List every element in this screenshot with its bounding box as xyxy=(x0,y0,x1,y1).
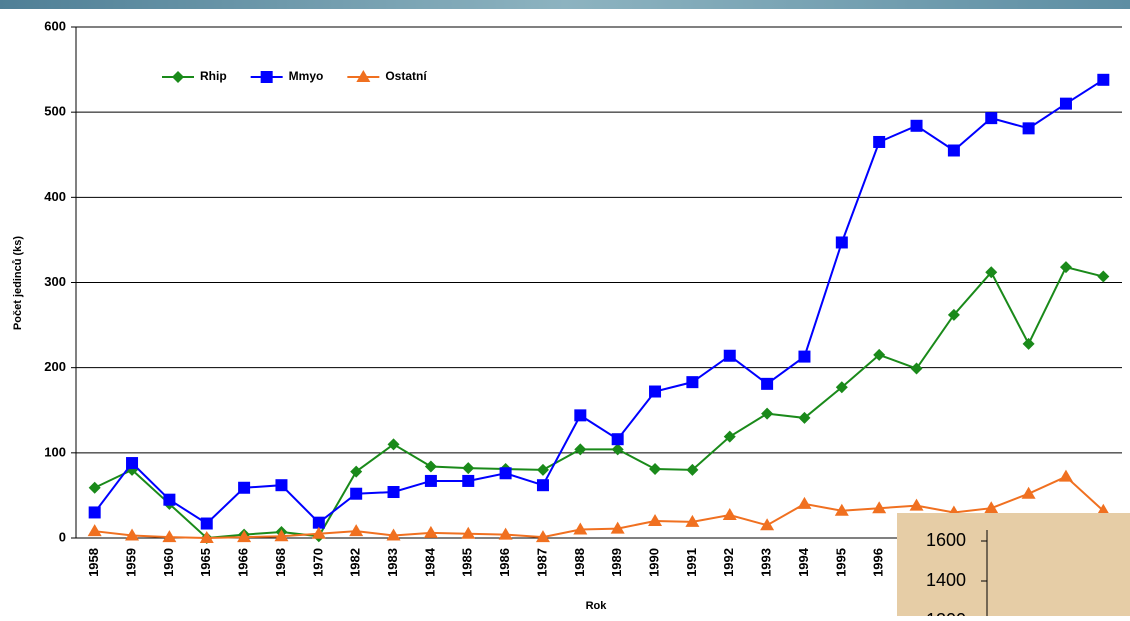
x-axis-label: Rok xyxy=(586,600,608,612)
series xyxy=(89,261,1110,544)
x-tick-label: 1996 xyxy=(871,548,886,577)
data-point xyxy=(948,144,960,156)
legend-label: Rhip xyxy=(200,69,227,83)
x-tick-label: 1968 xyxy=(273,548,288,577)
data-point xyxy=(873,136,885,148)
legend-label: Mmyo xyxy=(289,69,324,83)
x-tick-label: 1966 xyxy=(236,548,251,577)
legend-item: Ostatní xyxy=(347,69,427,83)
data-point xyxy=(89,506,101,518)
data-point xyxy=(836,236,848,248)
data-point xyxy=(462,475,474,487)
data-point xyxy=(649,463,661,475)
x-tick-label: 1989 xyxy=(609,548,624,577)
data-point xyxy=(1022,487,1036,499)
data-point xyxy=(163,494,175,506)
data-point xyxy=(1059,470,1073,482)
x-tick-label: 1986 xyxy=(497,548,512,577)
data-point xyxy=(574,409,586,421)
legend-label: Ostatní xyxy=(385,69,427,83)
y-tick-label: 300 xyxy=(44,274,66,289)
x-tick-label: 1985 xyxy=(460,548,475,577)
data-point xyxy=(275,479,287,491)
x-tick-label: 1984 xyxy=(422,547,437,577)
data-point xyxy=(574,443,586,455)
data-point xyxy=(910,499,924,511)
data-point xyxy=(537,479,549,491)
data-point xyxy=(388,486,400,498)
y-tick-label: 400 xyxy=(44,189,66,204)
legend-item: Rhip xyxy=(162,69,227,83)
x-tick-label: 1983 xyxy=(385,548,400,577)
data-point xyxy=(612,433,624,445)
data-point xyxy=(1023,338,1035,350)
data-point xyxy=(500,467,512,479)
x-tick-label: 1970 xyxy=(310,548,325,577)
data-point xyxy=(425,475,437,487)
data-point xyxy=(761,408,773,420)
overlay-background xyxy=(897,513,1130,616)
overlay-tick-label: 1200 xyxy=(926,610,966,616)
x-tick-label: 1959 xyxy=(123,548,138,577)
data-point xyxy=(761,378,773,390)
data-point xyxy=(612,443,624,455)
y-tick-label: 100 xyxy=(44,444,66,459)
y-axis-label: Počet jedinců (ks) xyxy=(12,236,24,330)
x-tick-label: 1965 xyxy=(198,548,213,577)
data-point xyxy=(462,462,474,474)
series xyxy=(89,74,1110,530)
data-point xyxy=(350,488,362,500)
x-tick-label: 1991 xyxy=(684,548,699,577)
plot-area: 0 100 200 300 400 500 600 1958 1959 1960 1965 1966 1… xyxy=(44,18,1122,576)
x-tick-label: 1993 xyxy=(759,548,774,577)
overlay-tick-label: 1600 xyxy=(926,530,966,550)
x-tick-label: 1988 xyxy=(572,548,587,577)
legend-marker xyxy=(261,71,273,83)
data-point xyxy=(911,120,923,132)
y-tick-label: 200 xyxy=(44,359,66,374)
data-point xyxy=(424,526,438,538)
series-line xyxy=(95,267,1104,538)
data-point xyxy=(89,482,101,494)
data-point xyxy=(797,497,811,509)
data-point xyxy=(88,524,102,536)
data-point xyxy=(425,460,437,472)
data-point xyxy=(648,514,662,526)
overlay-panel: 1600 1400 1200 xyxy=(897,513,1130,616)
data-point xyxy=(1097,271,1109,283)
y-tick-label: 0 xyxy=(59,529,66,544)
data-point xyxy=(1023,122,1035,134)
x-tick-label: 1995 xyxy=(833,548,848,577)
x-tick-label: 1982 xyxy=(348,548,363,577)
x-tick-label: 1960 xyxy=(161,548,176,577)
chart: Počet jedinců (ks) Rok 0 100 200 300 400 500 6… xyxy=(0,0,1130,616)
data-point xyxy=(911,363,923,375)
data-point xyxy=(985,112,997,124)
data-point xyxy=(201,518,213,530)
data-point xyxy=(798,351,810,363)
x-tick-label: 1990 xyxy=(646,548,661,577)
legend: Rhip Mmyo Ostatní xyxy=(162,69,427,83)
x-tick-label: 1992 xyxy=(721,548,736,577)
data-point xyxy=(723,508,737,520)
header-band xyxy=(0,0,1130,9)
x-tick-label: 1987 xyxy=(534,548,549,577)
data-point xyxy=(649,386,661,398)
data-point xyxy=(686,376,698,388)
y-tick-label: 500 xyxy=(44,104,66,119)
legend-marker xyxy=(172,71,184,83)
x-tick-label: 1958 xyxy=(86,548,101,577)
data-point xyxy=(537,464,549,476)
data-point xyxy=(724,350,736,362)
data-point xyxy=(238,482,250,494)
overlay-tick-label: 1400 xyxy=(926,570,966,590)
data-point xyxy=(1060,261,1072,273)
y-tick-label: 600 xyxy=(44,18,66,33)
data-point xyxy=(1060,98,1072,110)
data-point xyxy=(349,524,363,536)
data-point xyxy=(1097,74,1109,86)
data-point xyxy=(126,457,138,469)
x-tick-label: 1994 xyxy=(796,547,811,577)
legend-item: Mmyo xyxy=(251,69,324,83)
